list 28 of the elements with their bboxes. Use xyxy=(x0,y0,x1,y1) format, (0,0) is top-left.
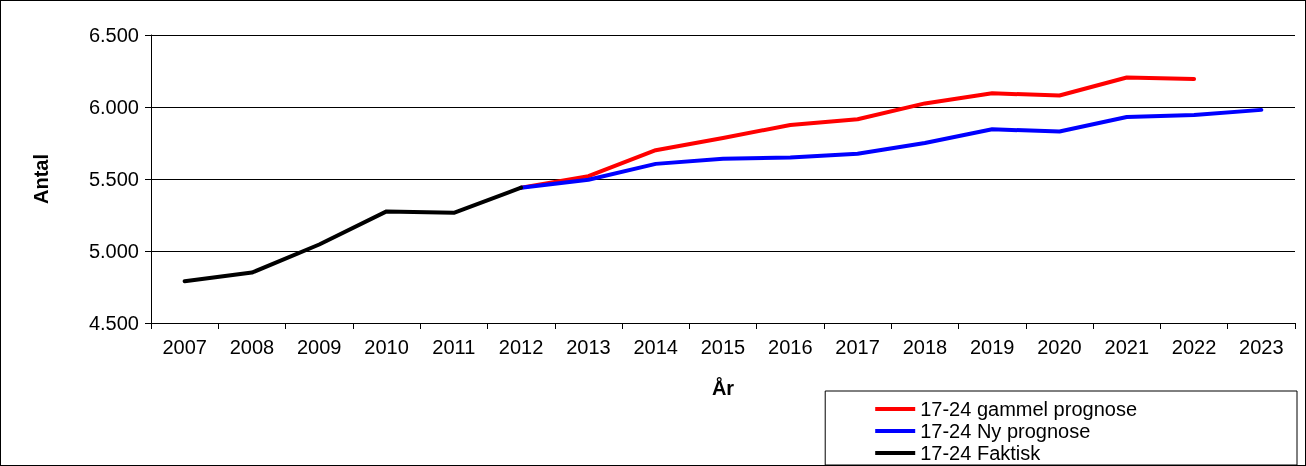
x-tick-label: 2016 xyxy=(768,336,813,358)
x-tick-label: 2020 xyxy=(1037,336,1082,358)
legend-label: 17-24 gammel prognose xyxy=(920,398,1137,420)
x-tick-label: 2007 xyxy=(162,336,207,358)
x-tick-label: 2013 xyxy=(566,336,611,358)
x-tick-label: 2017 xyxy=(835,336,880,358)
y-tick-label: 6.500 xyxy=(88,24,139,46)
x-tick-label: 2014 xyxy=(633,336,678,358)
y-tick-label: 5.500 xyxy=(88,168,139,190)
x-tick-label: 2008 xyxy=(229,336,275,358)
x-tick-label: 2015 xyxy=(700,336,746,358)
x-tick-label: 2021 xyxy=(1104,336,1150,358)
x-tick-label: 2023 xyxy=(1239,336,1284,358)
x-tick-label: 2019 xyxy=(969,336,1015,358)
x-tick-label: 2011 xyxy=(432,336,476,358)
x-tick-label: 2009 xyxy=(296,336,342,358)
x-tick-label: 2022 xyxy=(1171,336,1217,358)
y-tick-label: 4.500 xyxy=(88,312,139,334)
x-axis-title: År xyxy=(711,376,735,399)
y-axis-title: Antal xyxy=(30,154,52,204)
x-tick-label: 2018 xyxy=(902,336,948,358)
x-tick-label: 2012 xyxy=(498,336,544,358)
x-tick-label: 2010 xyxy=(364,336,409,358)
y-tick-label: 6.000 xyxy=(88,96,139,118)
y-tick-label: 5.000 xyxy=(88,240,139,262)
legend-label: 17-24 Ny prognose xyxy=(920,420,1091,442)
line-series xyxy=(519,107,1264,190)
legend-label: 17-24 Faktisk xyxy=(920,442,1042,464)
